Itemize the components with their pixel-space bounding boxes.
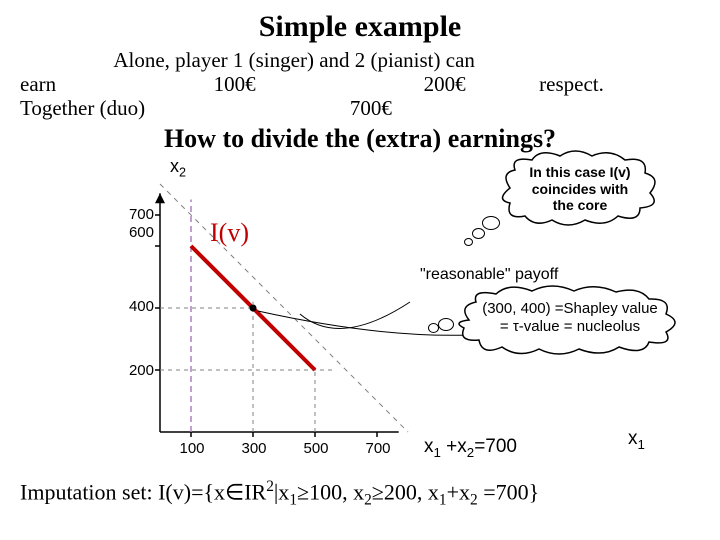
reasonable-label: "reasonable" payoff <box>420 266 558 284</box>
intro-text: Alone, player 1 (singer) and 2 (pianist)… <box>20 48 700 120</box>
xtick-300: 300 <box>234 440 274 457</box>
chart: x2 700 600 400 200 100 300 500 700 I(v) … <box>20 158 700 478</box>
xtick-100: 100 <box>172 440 212 457</box>
ytick-700: 700 <box>114 206 154 223</box>
ytick-200: 200 <box>114 362 154 379</box>
y-axis-label: x2 <box>170 156 186 180</box>
xtick-500: 500 <box>296 440 336 457</box>
ytick-400: 400 <box>114 298 154 315</box>
xtick-700: 700 <box>358 440 398 457</box>
cloud-core: In this case I(v) coincides with the cor… <box>490 156 670 212</box>
ytick-600: 600 <box>114 224 154 241</box>
cloud-shapley: (300, 400) =Shapley value = τ-value = nu… <box>452 290 688 336</box>
imputation-set: Imputation set: I(v)={x∈IR2|x1≥100, x2≥2… <box>20 478 700 510</box>
page-title: Simple example <box>20 10 700 44</box>
sum-constraint-label: x1 +x2=700 <box>424 436 517 460</box>
x-axis-label: x1 <box>628 428 645 452</box>
iv-label: I(v) <box>210 218 249 248</box>
